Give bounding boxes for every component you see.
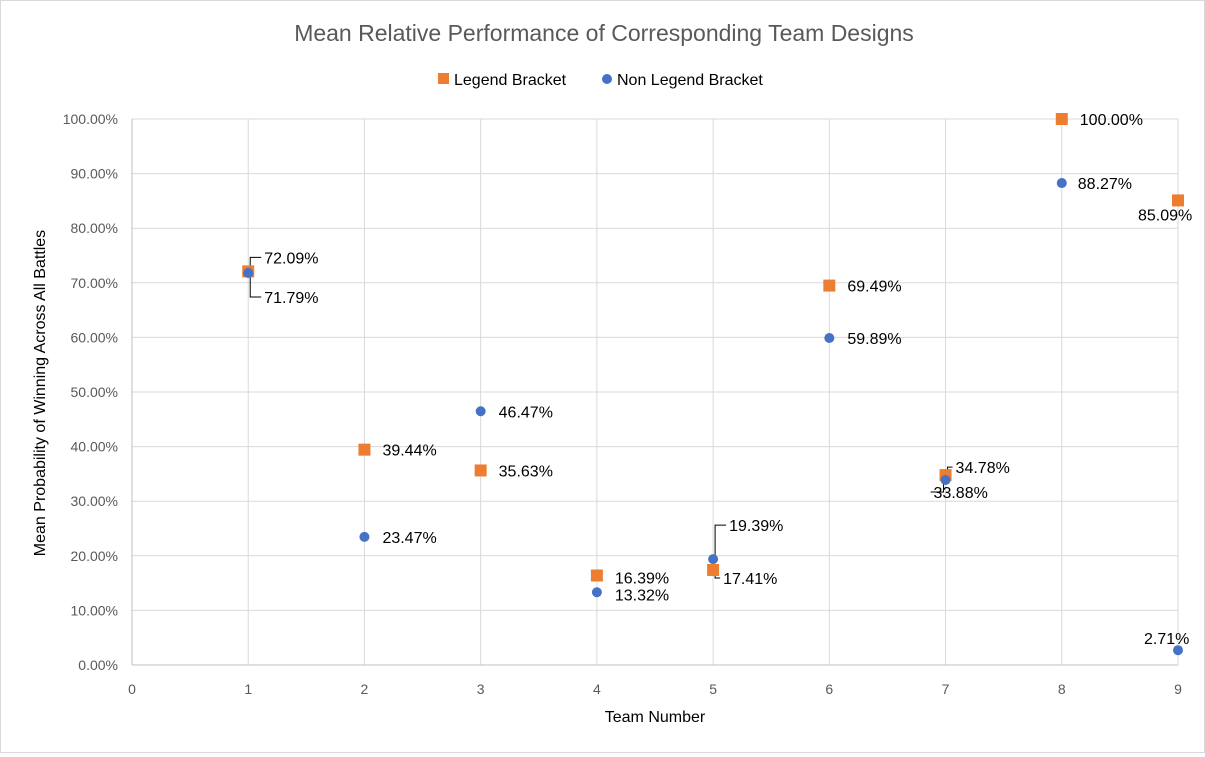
data-label-legend-bracket: 39.44% [382, 443, 436, 460]
point-non-legend-bracket [708, 554, 719, 565]
data-label-legend-bracket: 69.49% [847, 279, 901, 296]
data-label-non-legend-bracket: 33.88% [934, 485, 988, 502]
data-label-non-legend-bracket: 19.39% [729, 518, 783, 535]
point-non-legend-bracket [243, 268, 254, 279]
data-label-legend-bracket: 100.00% [1080, 112, 1143, 129]
legend-marker-non-legend-bracket [602, 74, 612, 84]
point-legend-bracket [590, 569, 603, 582]
data-label-non-legend-bracket: 88.27% [1078, 176, 1132, 193]
point-non-legend-bracket [1056, 178, 1067, 189]
x-tick-label: 9 [1174, 681, 1182, 697]
x-tick-label: 1 [244, 681, 252, 697]
point-legend-bracket [823, 279, 836, 292]
legend-label-non-legend-bracket: Non Legend Bracket [617, 72, 763, 89]
data-label-legend-bracket: 34.78% [956, 460, 1010, 477]
y-tick-label: 0.00% [78, 657, 118, 673]
data-label-legend-bracket: 35.63% [499, 463, 553, 480]
x-axis-title: Team Number [605, 709, 706, 726]
point-non-legend-bracket [475, 406, 486, 417]
data-label-non-legend-bracket: 2.71% [1144, 631, 1189, 648]
point-non-legend-bracket [1173, 645, 1183, 656]
x-tick-label: 5 [709, 681, 717, 697]
x-tick-label: 4 [593, 681, 601, 697]
data-label-non-legend-bracket: 59.89% [847, 331, 901, 348]
legend: Legend Bracket Non Legend Bracket [438, 72, 763, 89]
data-label-non-legend-bracket: 71.79% [264, 290, 318, 307]
y-tick-label: 60.00% [71, 329, 118, 345]
y-axis-ticks: 0.00% 10.00% 20.00% 30.00% 40.00% 50.00% 60.00… [63, 111, 118, 673]
axes [131, 119, 1178, 666]
x-tick-label: 3 [477, 681, 485, 697]
x-tick-label: 2 [361, 681, 369, 697]
y-tick-label: 10.00% [71, 602, 118, 618]
data-label-non-legend-bracket: 13.32% [615, 587, 669, 604]
data-labels: 72.09% 39.44% 35.63% 16.39% 17.41% 69.49% 34.7… [264, 112, 1192, 648]
y-tick-label: 100.00% [63, 111, 118, 127]
x-tick-label: 7 [942, 681, 950, 697]
point-legend-bracket [1172, 194, 1184, 207]
y-axis-title: Mean Probability of Winning Across All B… [32, 230, 49, 556]
point-non-legend-bracket [591, 587, 602, 598]
y-tick-label: 90.00% [71, 166, 118, 182]
y-tick-label: 40.00% [71, 439, 118, 455]
leader-line [714, 524, 727, 556]
label-leader-lines [249, 256, 953, 579]
point-non-legend-bracket [359, 531, 370, 542]
x-tick-label: 8 [1058, 681, 1066, 697]
y-tick-label: 30.00% [71, 493, 118, 509]
legend-marker-legend-bracket [438, 73, 449, 84]
legend-label-legend-bracket: Legend Bracket [454, 72, 567, 89]
point-legend-bracket [358, 443, 371, 456]
point-legend-bracket [1055, 113, 1068, 125]
data-label-legend-bracket: 16.39% [615, 571, 669, 588]
point-non-legend-bracket [824, 333, 835, 344]
x-tick-label: 0 [128, 681, 136, 697]
data-label-legend-bracket: 85.09% [1138, 207, 1192, 224]
y-tick-label: 80.00% [71, 220, 118, 236]
x-tick-label: 6 [825, 681, 833, 697]
point-legend-bracket [707, 563, 720, 576]
y-tick-label: 50.00% [71, 384, 118, 400]
leader-line [930, 484, 945, 493]
data-label-non-legend-bracket: 23.47% [382, 530, 436, 547]
data-label-legend-bracket: 17.41% [723, 571, 777, 588]
y-tick-label: 70.00% [71, 275, 118, 291]
point-non-legend-bracket [940, 475, 951, 486]
y-tick-label: 20.00% [71, 548, 118, 564]
chart-title: Mean Relative Performance of Correspondi… [294, 20, 914, 46]
leader-line [249, 256, 262, 268]
x-axis-ticks: 0 1 2 3 4 5 6 7 8 9 [128, 681, 1182, 697]
point-legend-bracket [474, 464, 487, 477]
leader-line [249, 277, 262, 298]
data-label-non-legend-bracket: 46.47% [499, 404, 553, 421]
data-points [242, 113, 1184, 656]
data-label-legend-bracket: 72.09% [264, 250, 318, 267]
